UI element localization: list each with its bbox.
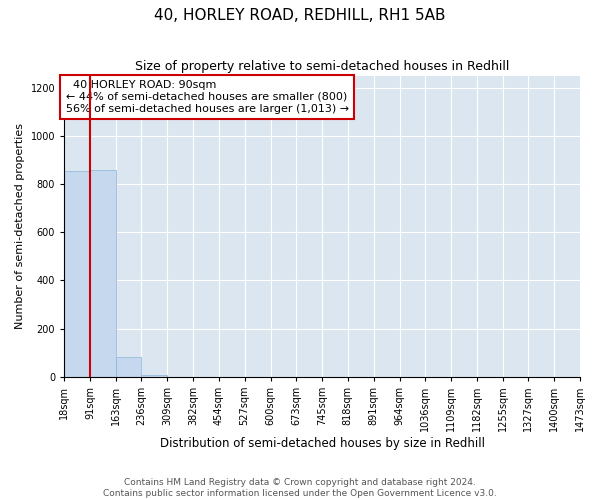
Bar xyxy=(116,357,142,377)
Bar xyxy=(142,376,167,377)
Text: Contains HM Land Registry data © Crown copyright and database right 2024.
Contai: Contains HM Land Registry data © Crown c… xyxy=(103,478,497,498)
Text: 40, HORLEY ROAD, REDHILL, RH1 5AB: 40, HORLEY ROAD, REDHILL, RH1 5AB xyxy=(154,8,446,22)
Y-axis label: Number of semi-detached properties: Number of semi-detached properties xyxy=(15,123,25,329)
Bar xyxy=(64,170,90,377)
Bar xyxy=(90,170,116,377)
Text: 40 HORLEY ROAD: 90sqm  
← 44% of semi-detached houses are smaller (800)
56% of s: 40 HORLEY ROAD: 90sqm ← 44% of semi-deta… xyxy=(65,80,349,114)
Title: Size of property relative to semi-detached houses in Redhill: Size of property relative to semi-detach… xyxy=(135,60,509,73)
X-axis label: Distribution of semi-detached houses by size in Redhill: Distribution of semi-detached houses by … xyxy=(160,437,485,450)
